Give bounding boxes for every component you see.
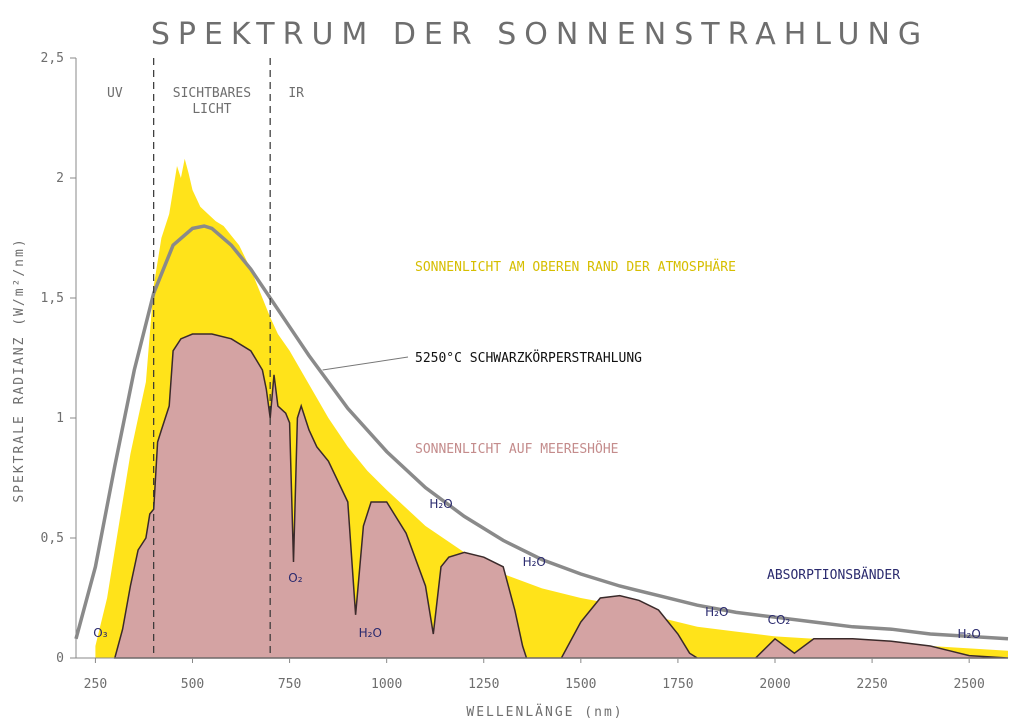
absorption-band-label: O₂ (288, 571, 302, 585)
x-tick-label: 1750 (662, 677, 693, 692)
y-tick-label: 2,5 (41, 51, 64, 66)
series-line-blackbody (74, 224, 1009, 641)
x-tick-label: 500 (181, 677, 204, 692)
chart-title: SPEKTRUM DER SONNENSTRAHLUNG (151, 17, 929, 52)
absorption-band-label: O₃ (93, 626, 107, 640)
y-tick-label: 1 (56, 411, 64, 426)
leader-blackbody (322, 356, 409, 371)
x-tick-label: 2000 (759, 677, 790, 692)
series-layer (74, 158, 1009, 659)
y-tick-label: 2 (56, 171, 64, 186)
absorption-band-label: CO₂ (768, 613, 791, 627)
axes-layer: 0 0,5 1 1,5 2 2,5 250 500 750 1000 1250 1500 1750 200… (41, 51, 1008, 692)
region-label: SICHTBARES (173, 86, 251, 101)
absorption-band-label: H₂O (958, 627, 981, 641)
x-tick-label: 750 (278, 677, 301, 692)
annotation-layer: SONNENLICHT AM OBEREN RAND DER ATMOSPHÄR… (93, 259, 981, 641)
absorption-band-label: H₂O (705, 605, 728, 619)
region-label: IR (288, 86, 304, 101)
x-tick-label: 1500 (565, 677, 596, 692)
y-tick-label: 1,5 (41, 291, 64, 306)
label-absorption: ABSORPTIONSBÄNDER (767, 567, 900, 583)
x-tick-label: 250 (84, 677, 107, 692)
y-tick-label: 0 (56, 651, 64, 666)
absorption-band-label: H₂O (359, 626, 382, 640)
label-blackbody: 5250°C SCHWARZKÖRPERSTRAHLUNG (415, 349, 642, 366)
y-tick-label: 0,5 (41, 531, 64, 546)
x-tick-label: 2250 (856, 677, 887, 692)
label-toa: SONNENLICHT AM OBEREN RAND DER ATMOSPHÄR… (415, 259, 736, 275)
x-tick-label: 2500 (954, 677, 985, 692)
absorption-band-label: H₂O (523, 555, 546, 569)
x-tick-label: 1000 (371, 677, 402, 692)
absorption-band-label: H₂O (429, 497, 452, 511)
x-tick-label: 1250 (468, 677, 499, 692)
region-label: LICHT (192, 102, 231, 117)
label-sea-level: SONNENLICHT AUF MEERESHÖHE (415, 440, 619, 457)
x-axis-label: WELLENLÄNGE (nm) (466, 704, 623, 720)
y-axis-label: SPEKTRALE RADIANZ (W/m²/nm) (12, 237, 27, 502)
region-label: UV (107, 86, 123, 101)
